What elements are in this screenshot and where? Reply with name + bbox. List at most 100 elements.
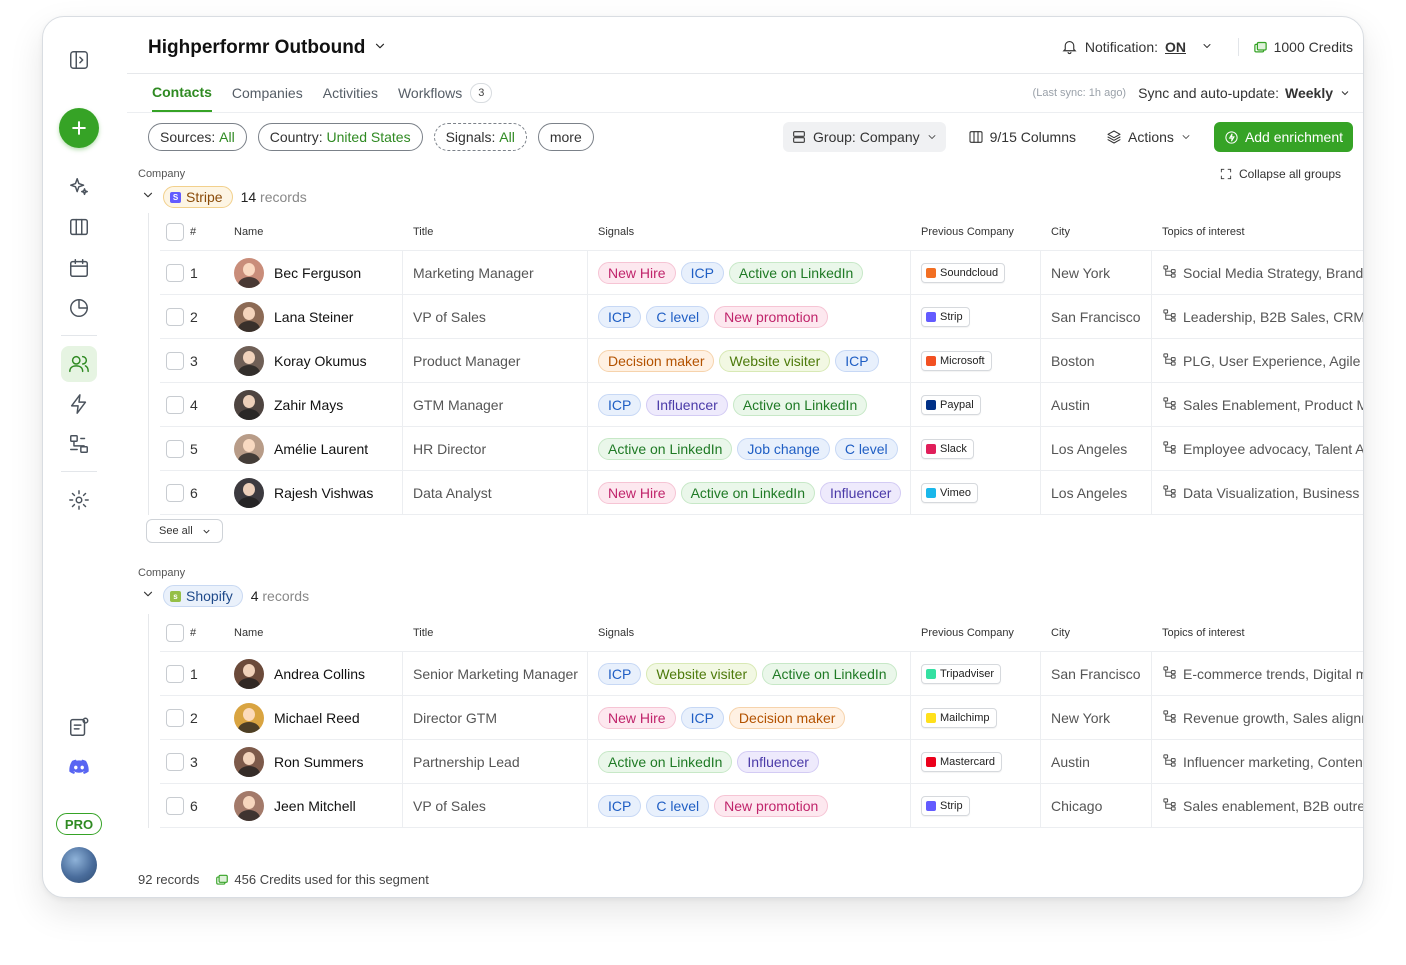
table-row[interactable]: 6 Jeen Mitchell VP of Sales ICP C level New p… — [160, 784, 1363, 828]
signal-tag[interactable]: Influencer — [646, 393, 728, 416]
lightning-icon[interactable] — [61, 386, 97, 422]
checkbox[interactable] — [166, 708, 184, 727]
filter-sources[interactable]: Sources: All — [148, 123, 247, 151]
contacts-icon[interactable] — [61, 346, 97, 382]
row-checkbox-cell[interactable] — [160, 784, 190, 827]
checkbox[interactable] — [166, 222, 184, 241]
signal-tag[interactable]: Job change — [737, 437, 830, 460]
filter-country[interactable]: Country: United States — [257, 123, 423, 151]
toggle-sidebar-icon[interactable] — [61, 42, 97, 78]
contact-name-cell[interactable]: Koray Okumus — [234, 339, 403, 382]
row-checkbox-cell[interactable] — [160, 295, 190, 338]
company-badge[interactable]: Mailchimp — [921, 707, 997, 728]
signal-tag[interactable]: ICP — [598, 305, 642, 328]
contact-name-cell[interactable]: Zahir Mays — [234, 383, 403, 426]
contact-name-cell[interactable]: Michael Reed — [234, 696, 403, 739]
table-row[interactable]: 1 Bec Ferguson Marketing Manager New Hire IC… — [160, 251, 1363, 295]
checkbox[interactable] — [166, 351, 184, 370]
tab-contacts[interactable]: Contacts — [152, 74, 212, 112]
signal-tag[interactable]: ICP — [598, 794, 642, 817]
table-row[interactable]: 6 Rajesh Vishwas Data Analyst New Hire Activ… — [160, 471, 1363, 515]
contact-name-cell[interactable]: Rajesh Vishwas — [234, 471, 403, 514]
contact-name-cell[interactable]: Bec Ferguson — [234, 251, 403, 294]
signal-tag[interactable]: Influencer — [819, 481, 902, 504]
row-checkbox-cell[interactable] — [160, 339, 190, 382]
checkbox[interactable] — [166, 395, 184, 414]
signal-tag[interactable]: ICP — [835, 349, 879, 372]
checkbox[interactable] — [166, 752, 184, 771]
signal-tag[interactable]: Active on LinkedIn — [680, 481, 815, 504]
checkbox[interactable] — [166, 483, 184, 502]
company-badge[interactable]: Mastercard — [921, 751, 1003, 772]
notes-icon[interactable] — [61, 709, 97, 745]
row-checkbox-cell[interactable] — [160, 652, 190, 695]
workspace-title[interactable]: Highperformr Outbound — [148, 37, 387, 59]
signal-tag[interactable]: ICP — [680, 261, 724, 284]
signal-tag[interactable]: New Hire — [598, 481, 676, 504]
group-by-button[interactable]: Group: Company — [783, 122, 946, 152]
table-row[interactable]: 2 Michael Reed Director GTM New Hire ICP Deci… — [160, 696, 1363, 740]
group-header-stripe[interactable]: S Stripe 14 records — [141, 186, 307, 208]
contact-name-cell[interactable]: Amélie Laurent — [234, 427, 403, 470]
select-all-checkbox[interactable] — [160, 213, 190, 250]
workflow-icon[interactable] — [61, 426, 97, 462]
signal-tag[interactable]: New Hire — [598, 261, 676, 284]
signal-tag[interactable]: Website visiter — [646, 662, 758, 685]
columns-icon[interactable] — [61, 209, 97, 245]
checkbox[interactable] — [166, 664, 184, 683]
discord-icon[interactable] — [61, 749, 97, 785]
checkbox[interactable] — [166, 307, 184, 326]
signal-tag[interactable]: Active on LinkedIn — [732, 393, 868, 416]
contact-name-cell[interactable]: Lana Steiner — [234, 295, 403, 338]
signal-tag[interactable]: Decision maker — [728, 706, 846, 729]
checkbox[interactable] — [166, 796, 184, 815]
table-row[interactable]: 5 Amélie Laurent HR Director Active on Link… — [160, 427, 1363, 471]
notification-toggle[interactable]: Notification: ON — [1061, 38, 1213, 55]
row-checkbox-cell[interactable] — [160, 383, 190, 426]
select-all-checkbox[interactable] — [160, 614, 190, 651]
signal-tag[interactable]: Active on LinkedIn — [762, 662, 897, 685]
checkbox[interactable] — [166, 623, 184, 642]
company-badge[interactable]: Slack — [921, 438, 974, 459]
chevron-down-icon[interactable] — [141, 587, 155, 606]
filter-signals[interactable]: Signals: All — [433, 123, 527, 151]
table-row[interactable]: 1 Andrea Collins Senior Marketing Manager I… — [160, 652, 1363, 696]
signal-tag[interactable]: C level — [646, 794, 710, 817]
chevron-down-icon[interactable] — [141, 188, 155, 207]
add-button[interactable] — [59, 108, 99, 148]
company-badge[interactable]: Vimeo — [921, 482, 978, 503]
table-row[interactable]: 2 Lana Steiner VP of Sales ICP C level New pr… — [160, 295, 1363, 339]
group-header-shopify[interactable]: s Shopify 4 records — [141, 585, 309, 607]
contact-name-cell[interactable]: Jeen Mitchell — [234, 784, 403, 827]
settings-icon[interactable] — [61, 482, 97, 518]
row-checkbox-cell[interactable] — [160, 696, 190, 739]
add-enrichment-button[interactable]: Add enrichment — [1213, 122, 1353, 152]
signal-tag[interactable]: New promotion — [714, 305, 829, 328]
contact-name-cell[interactable]: Andrea Collins — [234, 652, 403, 695]
company-badge[interactable]: Strip — [921, 795, 970, 816]
table-row[interactable]: 3 Ron Summers Partnership Lead Active on Li… — [160, 740, 1363, 784]
columns-button[interactable]: 9/15 Columns — [960, 122, 1084, 152]
company-badge[interactable]: Strip — [921, 306, 970, 327]
signal-tag[interactable]: Active on LinkedIn — [728, 261, 864, 284]
tab-workflows[interactable]: Workflows 3 — [398, 74, 493, 112]
signal-tag[interactable]: Active on LinkedIn — [598, 437, 733, 460]
company-badge[interactable]: Soundcloud — [921, 262, 1006, 283]
signal-tag[interactable]: ICP — [598, 393, 642, 416]
signal-tag[interactable]: C level — [646, 305, 710, 328]
pie-chart-icon[interactable] — [61, 290, 97, 326]
table-row[interactable]: 3 Koray Okumus Product Manager Decision mak… — [160, 339, 1363, 383]
signal-tag[interactable]: Website visiter — [719, 349, 831, 372]
calendar-icon[interactable] — [61, 250, 97, 286]
signal-tag[interactable]: ICP — [680, 706, 724, 729]
company-badge[interactable]: Paypal — [921, 394, 981, 415]
see-all-button[interactable]: See all — [146, 519, 223, 543]
row-checkbox-cell[interactable] — [160, 471, 190, 514]
row-checkbox-cell[interactable] — [160, 251, 190, 294]
company-badge[interactable]: Microsoft — [921, 350, 992, 371]
checkbox[interactable] — [166, 263, 184, 282]
actions-button[interactable]: Actions — [1098, 122, 1200, 152]
tab-activities[interactable]: Activities — [322, 85, 378, 101]
signal-tag[interactable]: Influencer — [737, 750, 819, 773]
signal-tag[interactable]: ICP — [598, 662, 642, 685]
